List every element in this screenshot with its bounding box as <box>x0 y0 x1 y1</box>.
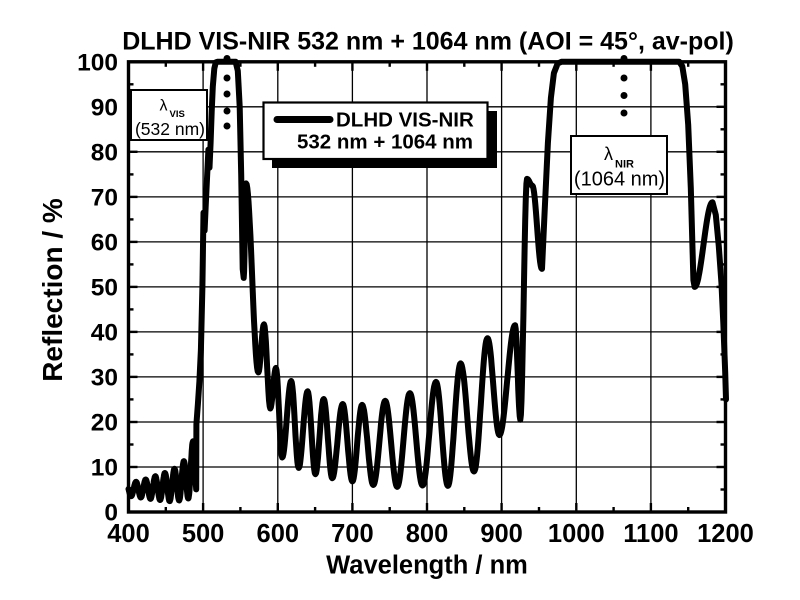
svg-text:1000: 1000 <box>548 520 605 548</box>
svg-text:DLHD VIS-NIR 532 nm + 1064 nm: DLHD VIS-NIR 532 nm + 1064 nm (AOI = 45°… <box>122 28 734 56</box>
svg-text:70: 70 <box>91 184 118 211</box>
svg-text:40: 40 <box>91 319 118 346</box>
svg-text:λ: λ <box>160 98 168 115</box>
svg-text:0: 0 <box>104 500 118 527</box>
svg-text:50: 50 <box>91 274 118 301</box>
svg-text:(532 nm): (532 nm) <box>135 119 205 139</box>
svg-text:NIR: NIR <box>615 159 634 171</box>
svg-text:90: 90 <box>91 94 118 121</box>
svg-text:DLHD VIS-NIR: DLHD VIS-NIR <box>336 109 474 132</box>
svg-text:700: 700 <box>331 520 374 548</box>
svg-text:500: 500 <box>182 520 225 548</box>
svg-text:20: 20 <box>91 410 118 437</box>
svg-text:30: 30 <box>91 364 118 391</box>
svg-text:10: 10 <box>91 455 118 482</box>
svg-text:60: 60 <box>91 229 118 256</box>
svg-text:λ: λ <box>604 144 613 164</box>
svg-text:900: 900 <box>480 520 523 548</box>
svg-text:532 nm + 1064 nm: 532 nm + 1064 nm <box>297 131 473 154</box>
svg-text:80: 80 <box>91 139 118 166</box>
svg-text:100: 100 <box>77 49 118 76</box>
svg-text:1100: 1100 <box>623 520 678 548</box>
svg-text:400: 400 <box>107 520 150 548</box>
svg-text:Reflection / %: Reflection / % <box>37 198 68 382</box>
svg-text:Wavelength / nm: Wavelength / nm <box>326 552 528 580</box>
svg-text:800: 800 <box>406 520 449 548</box>
svg-text:1200: 1200 <box>697 520 754 548</box>
svg-text:(1064 nm): (1064 nm) <box>574 169 665 191</box>
svg-text:VIS: VIS <box>170 109 185 120</box>
svg-text:600: 600 <box>257 520 300 548</box>
